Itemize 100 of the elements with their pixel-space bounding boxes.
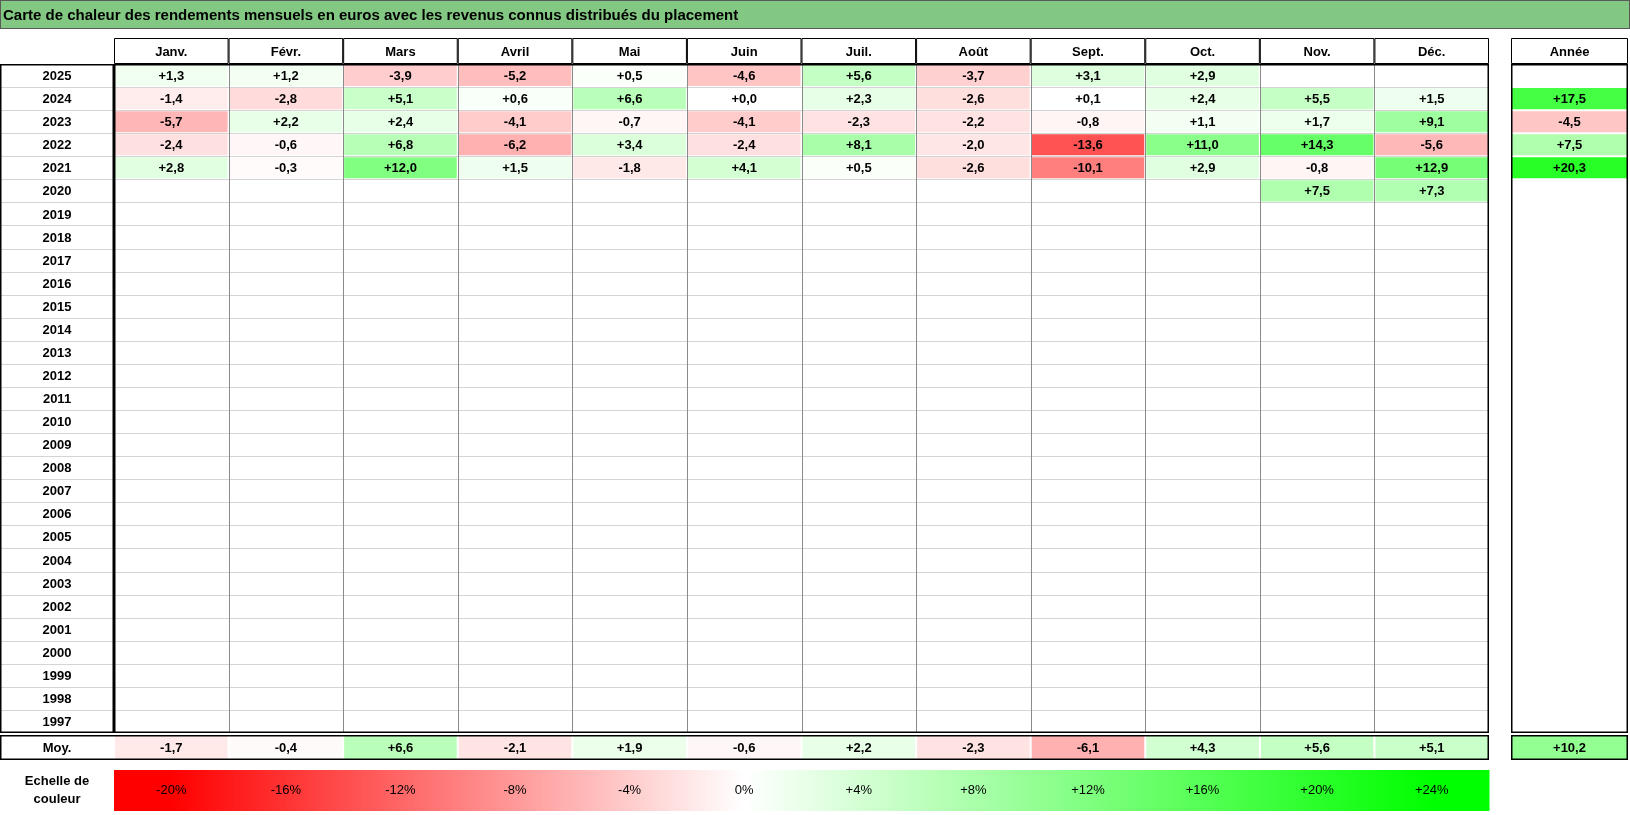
data-label: -6,2 [503, 137, 527, 153]
data-label: +0,5 [845, 160, 872, 176]
data-label: -0,8 [1305, 160, 1329, 176]
color-bar-label: -16% [270, 782, 302, 798]
data-label: -4,6 [733, 68, 756, 84]
data-label: -2,1 [503, 740, 527, 756]
y-tick-label: 2007 [42, 483, 72, 499]
y-tick-label: 2009 [42, 437, 72, 453]
y-tick-label: 2006 [42, 506, 72, 522]
y-tick-label: 2018 [42, 229, 72, 245]
y-tick-label: 2014 [42, 321, 73, 337]
x-tick-label: Juil. [845, 43, 872, 59]
data-label: +0,5 [616, 68, 643, 84]
data-label: -5,2 [503, 68, 527, 84]
color-bar-label: 0% [734, 782, 755, 798]
data-label: -2,4 [733, 137, 757, 153]
data-label: +8,1 [845, 137, 872, 153]
data-label: +6,8 [387, 137, 414, 153]
y-tick-label: 2019 [42, 206, 72, 222]
data-label: -2,6 [962, 91, 985, 107]
y-tick-label: 2003 [42, 575, 72, 591]
data-label: +1,1 [1189, 114, 1216, 130]
data-label: +3,1 [1075, 68, 1101, 84]
y-tick-label: 2005 [42, 529, 72, 545]
x-tick-label: Déc. [1417, 43, 1446, 59]
data-label: +5,6 [845, 68, 872, 84]
chart-title: Carte de chaleur des rendements mensuels en euros avec les revenus connus distribués du placement [0, 0, 1630, 29]
data-label: +2,2 [273, 114, 299, 130]
data-label: +1,5 [1418, 91, 1445, 107]
data-label: -0,4 [274, 740, 298, 756]
data-label: -0,7 [618, 114, 641, 130]
data-label: -1,4 [160, 91, 184, 107]
data-label: -5,6 [1420, 137, 1443, 153]
data-label: +11,0 [1186, 137, 1219, 153]
color-bar-label: +16% [1185, 782, 1220, 798]
data-label: +5,1 [1418, 740, 1445, 756]
data-label: +0,0 [731, 91, 758, 107]
data-label: +2,3 [845, 91, 872, 107]
y-tick-label: 2012 [42, 368, 72, 384]
color-bar-label: +8% [960, 782, 987, 798]
x-tick-label: Avril [500, 43, 530, 59]
x-tick-label: Mars [385, 43, 416, 59]
data-label: -2,3 [962, 740, 985, 756]
color-bar-label: -8% [503, 782, 528, 798]
data-label: -2,4 [160, 137, 184, 153]
y-tick-label: 2010 [42, 414, 72, 430]
x-tick-label: Août [958, 43, 989, 59]
data-label: -6,1 [1076, 740, 1100, 756]
color-bar-label: -4% [618, 782, 642, 798]
data-label: -4,5 [1558, 114, 1581, 130]
data-label: -2,3 [847, 114, 870, 130]
y-tick-label: 2025 [42, 68, 72, 84]
data-label: -5,7 [160, 114, 183, 130]
data-label: +5,1 [387, 91, 414, 107]
data-label: -0,6 [274, 137, 298, 153]
data-label: +9,1 [1418, 114, 1445, 130]
data-label: +4,3 [1189, 740, 1216, 756]
y-tick-label: 2004 [42, 552, 73, 568]
data-label: +1,3 [158, 68, 185, 84]
data-label: -2,8 [274, 91, 298, 107]
data-label: -1,8 [618, 160, 641, 176]
data-label: +2,4 [1189, 91, 1217, 107]
data-label: +17,5 [1553, 91, 1586, 107]
data-label: +5,5 [1304, 91, 1330, 107]
data-label: -0,3 [274, 160, 298, 176]
data-label: -13,6 [1073, 137, 1103, 153]
data-label: +2,2 [845, 740, 872, 756]
data-label: +10,2 [1553, 740, 1586, 756]
color-bar-label: -20% [156, 782, 187, 798]
data-label: +5,6 [1304, 740, 1330, 756]
y-tick-label: 2016 [42, 275, 72, 291]
y-tick-label: 2021 [42, 160, 72, 176]
y-tick-label: Moy. [42, 740, 72, 756]
y-tick-label: 1997 [42, 714, 72, 730]
data-label: -0,6 [733, 740, 756, 756]
y-tick-label: 2017 [42, 252, 72, 268]
data-label: +20,3 [1553, 160, 1586, 176]
y-tick-label: 2000 [42, 644, 72, 660]
y-tick-label: 2015 [42, 298, 72, 314]
data-label: +2,9 [1189, 68, 1216, 84]
data-label: +3,4 [616, 137, 644, 153]
color-bar-label: +24% [1414, 782, 1449, 798]
x-tick-label: Févr. [270, 43, 302, 59]
data-label: +14,3 [1300, 137, 1334, 153]
data-label: +2,4 [387, 114, 415, 130]
data-label: -4,1 [733, 114, 756, 130]
data-label: +7,3 [1418, 183, 1445, 199]
color-bar-label: -12% [385, 782, 417, 798]
color-bar-label: +4% [845, 782, 873, 798]
data-label: -4,1 [503, 114, 527, 130]
y-tick-label: 2002 [42, 598, 72, 614]
data-label: -2,6 [962, 160, 985, 176]
data-label: -2,2 [962, 114, 985, 130]
x-tick-label: Sept. [1072, 43, 1104, 59]
data-label: +1,9 [616, 740, 643, 756]
y-tick-label: 1998 [42, 690, 72, 706]
data-label: +6,6 [387, 740, 414, 756]
x-tick-label: Nov. [1303, 43, 1331, 59]
x-tick-label: Janv. [155, 43, 188, 59]
data-label: -10,1 [1073, 160, 1103, 176]
